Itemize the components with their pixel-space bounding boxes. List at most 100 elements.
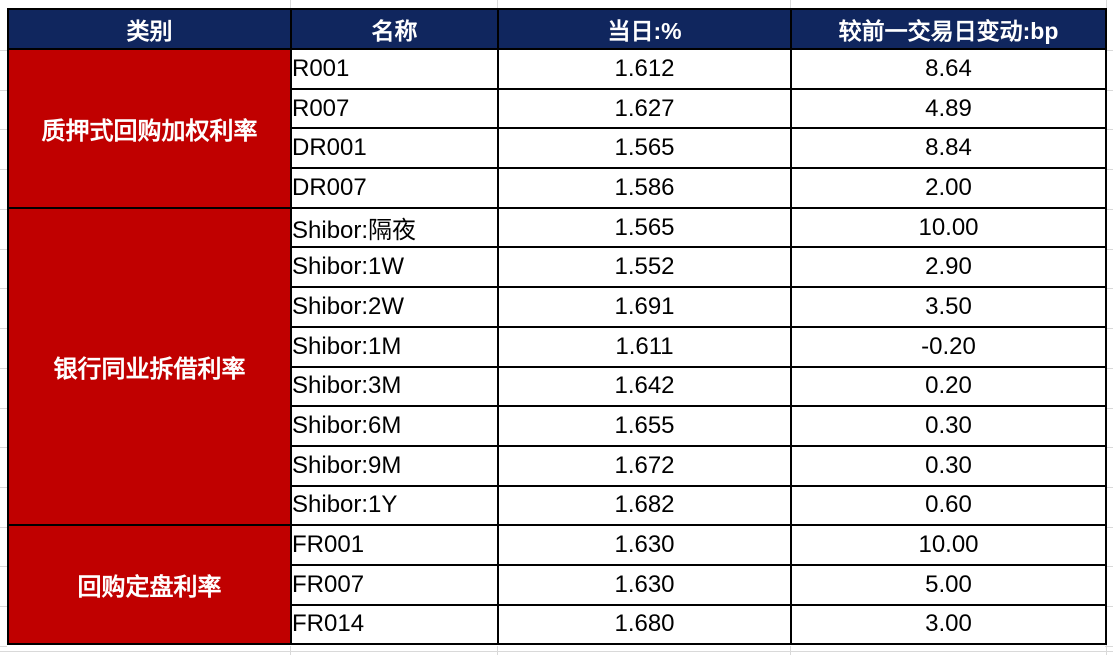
- today-cell: 1.627: [497, 87, 792, 130]
- gridline-stub: [1105, 368, 1113, 369]
- gridline-stub: [0, 646, 7, 647]
- name-cell: R007: [290, 87, 499, 130]
- gridline-stub: [0, 288, 7, 289]
- today-cell: 1.552: [497, 246, 792, 289]
- header-category: 类别: [7, 8, 292, 50]
- table-row: Shibor:6M 1.655 0.30: [8, 405, 1107, 447]
- gridline-stub: [0, 527, 7, 528]
- today-cell: 1.565: [497, 127, 792, 170]
- gridline-stub: [0, 50, 7, 51]
- gridline-stub: [1105, 606, 1113, 607]
- gridline-stub: [0, 249, 7, 250]
- change-cell: 8.64: [790, 48, 1107, 90]
- today-cell: 1.612: [497, 48, 792, 90]
- gridline-stub: [1105, 249, 1113, 250]
- gridline-stub: [1105, 209, 1113, 210]
- table-row: Shibor:2W 1.691 3.50: [8, 286, 1107, 328]
- gridline-stub: [1105, 408, 1113, 409]
- change-cell: 10.00: [790, 524, 1107, 566]
- change-cell: 2.90: [790, 246, 1107, 289]
- header-today-pct: 当日:%: [497, 8, 792, 50]
- category-cell: 银行同业拆借利率: [7, 206, 292, 527]
- change-cell: 0.30: [790, 405, 1107, 447]
- gridline-stub: [1105, 169, 1113, 170]
- change-cell: 2.00: [790, 167, 1107, 209]
- gridline-stub: [0, 129, 7, 130]
- gridline-stub: [0, 651, 1113, 652]
- table-row: 回购定盘利率 FR001 1.630 10.00: [7, 524, 1107, 646]
- gridline-stub: [0, 447, 7, 448]
- name-cell: FR001: [290, 524, 499, 566]
- table-row: FR007 1.630 5.00: [8, 563, 1107, 606]
- name-cell: Shibor:9M: [290, 444, 499, 487]
- today-cell: 1.611: [497, 325, 792, 368]
- today-cell: 1.642: [497, 365, 792, 408]
- table-row: 银行同业拆借利率 Shibor:隔夜 1.565 10.00: [7, 206, 1107, 527]
- name-cell: Shibor:2W: [290, 286, 499, 328]
- name-cell: Shibor:6M: [290, 405, 499, 447]
- today-cell: 1.586: [497, 167, 792, 209]
- today-cell: 1.655: [497, 405, 792, 447]
- today-cell: 1.672: [497, 444, 792, 487]
- change-cell: -0.20: [790, 325, 1107, 368]
- gridline-stub: [0, 487, 7, 488]
- gridline-stub: [0, 566, 7, 567]
- gridline-stub: [0, 90, 7, 91]
- header-row: 类别 名称 当日:% 较前一交易日变动:bp: [7, 8, 1107, 50]
- gridline-stub: [1105, 90, 1113, 91]
- today-cell: 1.691: [497, 286, 792, 328]
- rates-table: 类别 名称 当日:% 较前一交易日变动:bp 质押式回购加权利率 R001 1.61…: [7, 8, 1107, 646]
- table-row: Shibor:3M 1.642 0.20: [8, 365, 1107, 408]
- gridline-stub: [0, 209, 7, 210]
- today-cell: 1.630: [497, 524, 792, 566]
- gridline-stub: [1106, 0, 1107, 655]
- name-cell: Shibor:3M: [290, 365, 499, 408]
- gridline-stub: [790, 646, 791, 655]
- change-cell: 0.30: [790, 444, 1107, 487]
- today-cell: 1.682: [497, 484, 792, 527]
- name-cell: R001: [290, 48, 499, 90]
- today-cell: 1.680: [497, 603, 792, 646]
- gridline-stub: [497, 646, 498, 655]
- gridline-stub: [1105, 328, 1113, 329]
- gridline-stub: [0, 408, 7, 409]
- table-row: 质押式回购加权利率 R001 1.612 8.64: [7, 48, 1107, 209]
- gridline-stub: [790, 0, 791, 8]
- gridline-stub: [1105, 447, 1113, 448]
- change-cell: 4.89: [790, 87, 1107, 130]
- gridline-stub: [0, 606, 7, 607]
- gridline-stub: [0, 328, 7, 329]
- change-cell: 10.00: [790, 206, 1107, 249]
- category-cell: 回购定盘利率: [7, 524, 292, 646]
- gridline-stub: [1105, 487, 1113, 488]
- name-cell: Shibor:1W: [290, 246, 499, 289]
- gridline-stub: [290, 646, 291, 655]
- change-cell: 8.84: [790, 127, 1107, 170]
- table-row: Shibor:9M 1.672 0.30: [8, 444, 1107, 487]
- header-name: 名称: [290, 8, 499, 50]
- change-cell: 3.50: [790, 286, 1107, 328]
- name-cell: Shibor:1M: [290, 325, 499, 368]
- table-row: FR014 1.680 3.00: [8, 603, 1107, 646]
- today-cell: 1.630: [497, 563, 792, 606]
- gridline-stub: [1105, 527, 1113, 528]
- table-row: R007 1.627 4.89: [8, 87, 1107, 130]
- name-cell: Shibor:隔夜: [290, 206, 499, 249]
- gridline-stub: [1105, 646, 1113, 647]
- header-change-bp: 较前一交易日变动:bp: [790, 8, 1107, 50]
- change-cell: 0.60: [790, 484, 1107, 527]
- gridline-stub: [290, 0, 291, 8]
- gridline-stub: [497, 0, 498, 8]
- today-cell: 1.565: [497, 206, 792, 249]
- table-row: DR007 1.586 2.00: [8, 167, 1107, 209]
- gridline-stub: [0, 368, 7, 369]
- change-cell: 5.00: [790, 563, 1107, 606]
- change-cell: 0.20: [790, 365, 1107, 408]
- name-cell: FR007: [290, 563, 499, 606]
- name-cell: DR007: [290, 167, 499, 209]
- gridline-stub: [1105, 566, 1113, 567]
- table-row: Shibor:1M 1.611 -0.20: [8, 325, 1107, 368]
- gridline-stub: [1105, 50, 1113, 51]
- table-row: Shibor:1Y 1.682 0.60: [8, 484, 1107, 527]
